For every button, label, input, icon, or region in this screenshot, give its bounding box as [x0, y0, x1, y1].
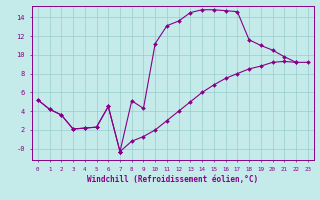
X-axis label: Windchill (Refroidissement éolien,°C): Windchill (Refroidissement éolien,°C): [87, 175, 258, 184]
